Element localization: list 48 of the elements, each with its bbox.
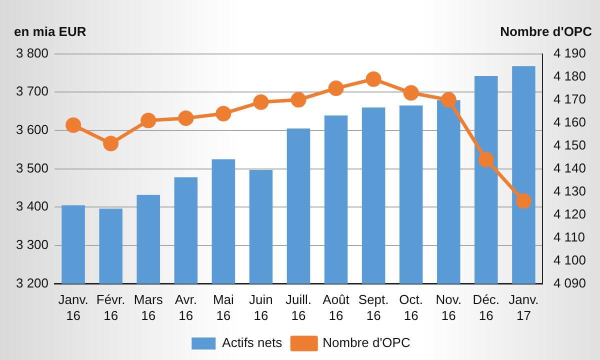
y2-axis-title: Nombre d'OPC xyxy=(500,24,592,39)
y-tick-label: 3 200 xyxy=(16,275,49,290)
point xyxy=(403,85,419,101)
y-tick-label: 3 500 xyxy=(16,160,49,176)
y2-tick-label: 4 150 xyxy=(553,137,586,152)
point xyxy=(440,92,456,108)
x-tick-label: Juin 16 xyxy=(249,292,273,323)
y-tick-label: 3 800 xyxy=(16,45,49,60)
x-tick-label: Mai 16 xyxy=(212,292,234,323)
point xyxy=(253,94,269,110)
y2-tick-label: 4 120 xyxy=(553,206,586,222)
y-tick-label: 3 700 xyxy=(16,84,49,99)
x-tick-label: Août 16 xyxy=(322,292,350,323)
x-tick-label: Nov. 16 xyxy=(436,292,462,323)
point xyxy=(478,152,494,168)
y2-tick-label: 4 170 xyxy=(553,91,586,106)
y2-tick-label: 4 140 xyxy=(553,160,586,176)
y2-tick-label: 4 090 xyxy=(553,275,586,290)
y-tick-label: 3 400 xyxy=(16,198,49,214)
point xyxy=(366,71,382,87)
legend-label: Actifs nets xyxy=(222,335,283,350)
point xyxy=(140,112,156,128)
y-axis-title: en mia EUR xyxy=(14,24,86,39)
x-tick-label: Févr. 16 xyxy=(96,292,126,323)
x-tick-label: Mars 16 xyxy=(134,292,164,323)
y-tick-label: 3 600 xyxy=(16,122,49,138)
point xyxy=(290,92,306,108)
y2-tick-label: 4 110 xyxy=(553,229,586,244)
x-tick-label: Déc. 16 xyxy=(472,292,500,323)
point xyxy=(178,110,194,126)
point xyxy=(66,117,82,133)
x-tick-label: Janv. 16 xyxy=(58,292,88,323)
x-tick-label: Avr. 16 xyxy=(174,292,197,323)
x-tick-label: Sept. 16 xyxy=(358,292,389,323)
y2-tick-label: 4 180 xyxy=(553,68,586,84)
point xyxy=(103,136,119,152)
y2-tick-label: 4 160 xyxy=(553,114,586,130)
y2-tick-label: 4 190 xyxy=(553,45,586,60)
x-tick-label: Oct. 16 xyxy=(399,292,424,323)
y2-tick-label: 4 100 xyxy=(553,252,586,268)
x-tick-label: Juill. 16 xyxy=(285,292,312,323)
y-tick-label: 3 300 xyxy=(16,237,49,252)
legend-label: Nombre d'OPC xyxy=(322,335,410,350)
point xyxy=(216,106,232,122)
point xyxy=(516,193,532,209)
x-tick-label: Janv. 17 xyxy=(508,292,539,323)
y2-tick-label: 4 130 xyxy=(553,183,586,198)
point xyxy=(328,80,344,96)
